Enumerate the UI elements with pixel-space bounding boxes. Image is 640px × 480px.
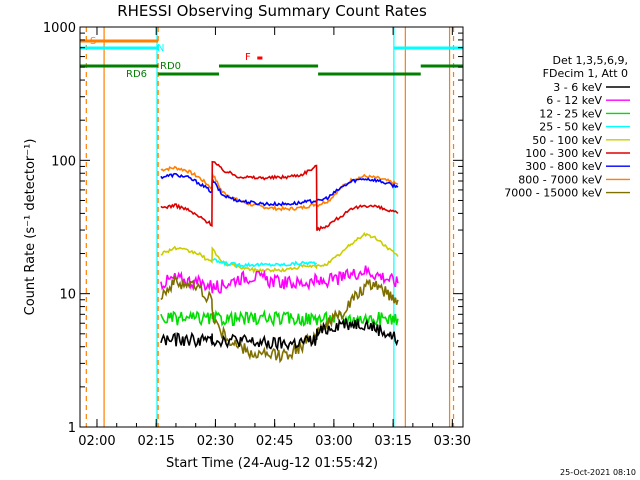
series-line-4: [212, 257, 318, 268]
x-tick-label-2: 02:30: [197, 434, 234, 449]
series-line-7: [160, 275, 399, 364]
flags-layer: S N RD0 RD6 F: [80, 36, 463, 80]
legend-label-4: 50 - 100 keV: [532, 134, 602, 147]
chart-title: RHESSI Observing Summary Count Rates: [117, 2, 427, 20]
axis-ticks: 02:00 02:15 02:30 02:45 03:00 03:15 03:30 1 10 10…: [43, 21, 471, 449]
legend-label-1: 6 - 12 keV: [546, 94, 602, 107]
x-tick-label-5: 03:15: [374, 434, 411, 449]
legend-label-6: 300 - 800 keV: [525, 160, 602, 173]
flag-label-s: S: [90, 36, 96, 47]
series-layer: [160, 160, 399, 364]
legend-header-2: FDecim 1, Att 0: [543, 67, 628, 80]
series-line-6: [160, 308, 399, 328]
flag-label-rd0: RD0: [160, 61, 181, 72]
vertical-markers: [85, 27, 455, 427]
x-axis-label: Start Time (24-Aug-12 01:55:42): [166, 456, 378, 471]
y-tick-label-0: 1: [68, 421, 76, 436]
y-tick-label-1: 10: [59, 288, 76, 303]
legend-label-2: 12 - 25 keV: [539, 107, 602, 120]
flag-label-n: N: [157, 43, 164, 54]
legend-label-5: 100 - 300 keV: [525, 147, 602, 160]
series-line-2: [160, 160, 399, 232]
flag-label-rd6: RD6: [126, 69, 147, 80]
legend-label-0: 3 - 6 keV: [553, 81, 602, 94]
legend-label-7: 800 - 7000 keV: [518, 173, 602, 186]
series-line-1: [160, 172, 399, 207]
legend-label-3: 25 - 50 keV: [539, 121, 602, 134]
x-tick-label-3: 02:45: [256, 434, 293, 449]
x-tick-label-4: 03:00: [315, 434, 352, 449]
legend-header-1: Det 1,3,5,6,9,: [552, 54, 628, 67]
y-axis-label: Count Rate (s⁻¹ detector⁻¹): [23, 139, 38, 316]
x-tick-label-0: 02:00: [78, 434, 115, 449]
x-tick-label-1: 02:15: [137, 434, 174, 449]
flag-label-f: F: [245, 52, 251, 63]
x-tick-label-6: 03:30: [434, 434, 471, 449]
legend-label-8: 7000 - 15000 keV: [504, 187, 602, 200]
series-line-3: [160, 231, 399, 274]
timestamp: 25-Oct-2021 08:10: [560, 468, 636, 477]
series-line-8: [160, 318, 399, 352]
y-tick-label-3: 1000: [43, 21, 76, 36]
plot-frame: [79, 26, 464, 428]
y-tick-label-2: 100: [51, 154, 76, 169]
